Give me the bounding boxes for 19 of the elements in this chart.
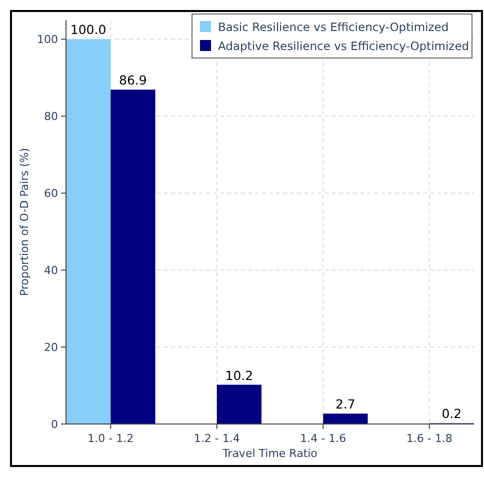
data-label: 100.0: [70, 22, 106, 38]
y-tick-label: 80: [44, 110, 58, 124]
y-tick-label: 60: [44, 186, 58, 200]
x-tick-label: 1.4 - 1.6: [300, 432, 346, 445]
y-axis-title: Proportion of O-D Pairs (%): [18, 148, 31, 296]
y-tick-label: 0: [51, 418, 58, 431]
x-tick-label: 1.2 - 1.4: [194, 432, 240, 445]
x-axis-title: Travel Time Ratio: [222, 447, 318, 460]
x-tick-label: 1.6 - 1.8: [406, 432, 452, 445]
x-tick-label: 1.0 - 1.2: [88, 432, 134, 445]
legend-label: Basic Resilience vs Efficiency-Optimized: [218, 20, 449, 34]
data-label: 2.7: [335, 396, 356, 412]
y-tick-label: 40: [44, 264, 58, 277]
y-tick-label: 100: [37, 33, 58, 46]
data-label: 0.2: [442, 406, 462, 422]
y-tick-label: 20: [44, 340, 58, 354]
data-label: 86.9: [119, 72, 147, 88]
data-label: 10.2: [225, 368, 254, 383]
legend-label: Adaptive Resilience vs Efficiency-Optimized: [218, 39, 470, 54]
